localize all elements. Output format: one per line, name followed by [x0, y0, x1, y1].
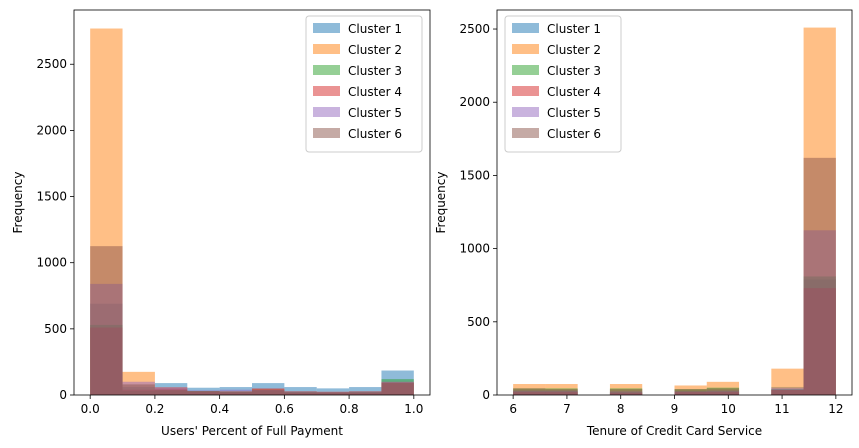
series-cluster-6 [90, 246, 414, 395]
legend-swatch [512, 23, 539, 33]
legend-label: Cluster 1 [348, 22, 402, 36]
legend-label: Cluster 2 [547, 43, 601, 57]
bar [284, 392, 317, 395]
legend-swatch [313, 65, 340, 75]
x-tick-label: 1.0 [404, 402, 423, 416]
legend-swatch [512, 86, 539, 96]
x-axis-label: Tenure of Credit Card Service [586, 424, 762, 438]
x-tick-label: 7 [563, 402, 571, 416]
x-tick-label: 8 [617, 402, 625, 416]
series-cluster-6 [513, 157, 836, 395]
bar [252, 389, 285, 395]
legend-swatch [313, 107, 340, 117]
legend-swatch [512, 65, 539, 75]
bar [154, 389, 188, 395]
y-tick-label: 0 [59, 388, 67, 402]
legend-label: Cluster 6 [547, 127, 601, 141]
x-tick-label: 0.6 [275, 402, 294, 416]
legend-label: Cluster 3 [348, 64, 402, 78]
y-tick-label: 1500 [459, 168, 490, 182]
bar [219, 391, 252, 395]
bar [381, 383, 414, 395]
y-tick-label: 2500 [459, 22, 490, 36]
y-tick-label: 1500 [36, 190, 67, 204]
legend-swatch [512, 44, 539, 54]
y-tick-label: 500 [467, 315, 490, 329]
legend-label: Cluster 4 [547, 85, 601, 99]
y-tick-label: 1000 [459, 242, 490, 256]
y-tick-label: 2000 [36, 123, 67, 137]
legend-label: Cluster 5 [547, 106, 601, 120]
x-tick-label: 12 [828, 402, 843, 416]
bar [122, 384, 155, 395]
bar [90, 246, 123, 395]
bar [513, 388, 546, 395]
bar [706, 388, 740, 395]
x-tick-label: 10 [721, 402, 736, 416]
bar [674, 389, 707, 395]
bar [803, 157, 836, 395]
legend-swatch [512, 128, 539, 138]
chart-2: 6 7 8 9 10 11 12 0 500 1000 1500 2000 2500 Tenure of … [434, 9, 853, 438]
legend-swatch [512, 107, 539, 117]
bar [545, 389, 578, 395]
y-axis-label: Frequency [434, 172, 448, 234]
x-tick-label: 6 [509, 402, 517, 416]
legend: Cluster 1 Cluster 2 Cluster 3 Cluster 4 Clus… [504, 15, 622, 153]
y-tick-label: 2500 [36, 57, 67, 71]
chart-1: 0.0 0.2 0.4 0.6 0.8 1.0 0 500 1000 1500 2000 2500 Us… [11, 9, 431, 438]
y-tick-label: 0 [482, 388, 490, 402]
bar [609, 389, 643, 395]
legend-swatch [313, 23, 340, 33]
bar [771, 389, 804, 395]
bar [349, 392, 382, 395]
x-tick-label: 11 [774, 402, 789, 416]
x-tick-label: 9 [671, 402, 679, 416]
legend-swatch [313, 44, 340, 54]
legend-swatch [313, 128, 340, 138]
plot-frame [73, 9, 431, 396]
legend-swatch [313, 86, 340, 96]
legend-label: Cluster 5 [348, 106, 402, 120]
y-tick-label: 2000 [459, 95, 490, 109]
x-tick-label: 0.8 [340, 402, 359, 416]
x-tick-label: 0.2 [145, 402, 164, 416]
x-axis-label: Users' Percent of Full Payment [161, 424, 343, 438]
legend: Cluster 1 Cluster 2 Cluster 3 Cluster 4 Clus… [305, 15, 423, 153]
legend-label: Cluster 4 [348, 85, 402, 99]
y-tick-label: 1000 [36, 256, 67, 270]
legend-label: Cluster 6 [348, 127, 402, 141]
legend-label: Cluster 3 [547, 64, 601, 78]
x-tick-label: 0.0 [81, 402, 100, 416]
x-tick-label: 0.4 [210, 402, 229, 416]
bar [316, 392, 350, 395]
bar [187, 391, 220, 395]
legend-label: Cluster 1 [547, 22, 601, 36]
y-axis-label: Frequency [11, 172, 25, 234]
y-tick-label: 500 [44, 322, 67, 336]
legend-label: Cluster 2 [348, 43, 402, 57]
